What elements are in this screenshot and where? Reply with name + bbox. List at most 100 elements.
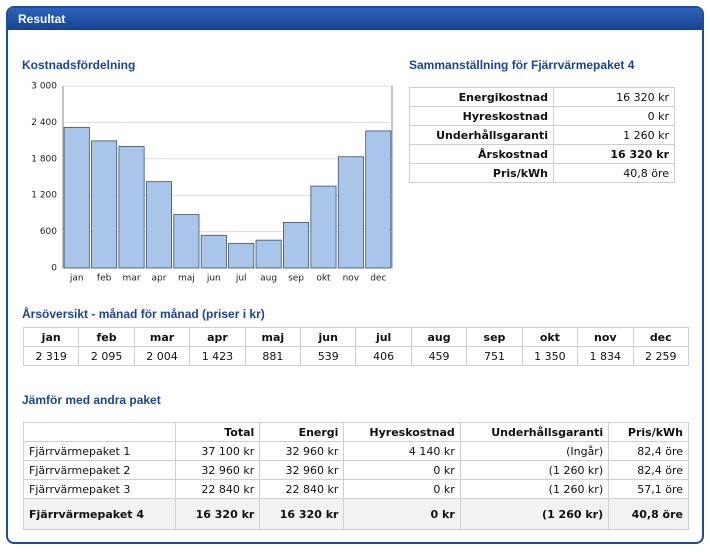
summary-row: Energikostnad 16 320 kr [409, 87, 675, 107]
compare-value: 82,4 öre [608, 441, 689, 461]
x-tick-label: apr [151, 274, 166, 284]
bar [145, 181, 172, 269]
summary-value: 1 260 kr [553, 125, 675, 145]
compare-header: Total [175, 422, 261, 442]
summary-row: Hyreskostnad 0 kr [409, 106, 675, 126]
month-header: mar [133, 327, 191, 347]
month-value: 1 350 [521, 346, 579, 366]
corner-cell [22, 422, 177, 442]
summary-row: Årskostnad 16 320 kr [409, 144, 675, 164]
month-value: 459 [410, 346, 468, 366]
compare-value: (Ingår) [459, 441, 610, 461]
compare-header-row: Total Energi Hyreskostnad Underhållsgaranti… [22, 422, 689, 442]
x-tick-label: aug [260, 274, 277, 284]
compare-value: 32 960 kr [259, 460, 345, 480]
bar [228, 242, 255, 269]
summary-value: 0 kr [553, 106, 675, 126]
bar [255, 239, 282, 269]
package-name: Fjärrvärmepaket 2 [22, 460, 177, 480]
x-tick-label: dec [370, 274, 386, 284]
y-tick-label: 0 [51, 264, 57, 274]
compare-header: Hyreskostnad [343, 422, 461, 442]
summary-row: Pris/kWh 40,8 öre [409, 163, 675, 183]
compare-value: 0 kr [343, 479, 461, 499]
month-value: 2 319 [22, 346, 80, 366]
month-header: dec [632, 327, 689, 347]
compare-value: 22 840 kr [175, 479, 261, 499]
summary-value: 16 320 kr [553, 144, 675, 164]
compare-value: 16 320 kr [259, 498, 345, 530]
x-tick-label: mar [123, 274, 141, 284]
month-header: okt [521, 327, 579, 347]
compare-header: Pris/kWh [608, 422, 689, 442]
compare-value: 32 960 kr [175, 460, 261, 480]
compare-value: 22 840 kr [259, 479, 345, 499]
panel-header: Resultat [8, 8, 702, 30]
month-value: 539 [300, 346, 357, 366]
y-tick-label: 600 [40, 227, 57, 237]
month-value: 1 423 [189, 346, 246, 366]
x-tick-label: jan [69, 274, 84, 284]
bar [310, 185, 337, 269]
compare-row: Fjärrvärmepaket 4 16 320 kr 16 320 kr 0 kr(… [22, 498, 689, 530]
monthly-title: Årsöversikt - månad för månad (priser i … [22, 307, 265, 321]
compare-value: 32 960 kr [259, 441, 345, 461]
package-name: Fjärrvärmepaket 3 [22, 479, 177, 499]
compare-value: 0 kr [343, 498, 461, 530]
compare-header: Energi [259, 422, 345, 442]
month-header: jun [300, 327, 357, 347]
month-header: feb [78, 327, 135, 347]
chart-title: Kostnadsfördelning [22, 58, 136, 72]
monthly-table: jan feb mar apr maj jun jul aug sep okt nov dec 2 31… [22, 327, 689, 366]
month-value: 2 004 [133, 346, 191, 366]
monthly-value-row: 2 319 2 095 2 004 1 423 881 539 406 459 751 1 350… [22, 346, 689, 366]
month-value: 2 095 [78, 346, 135, 366]
x-tick-label: jun [206, 274, 221, 284]
compare-row: Fjärrvärmepaket 2 32 960 kr 32 960 kr 0 kr(… [22, 460, 689, 480]
month-value: 1 834 [577, 346, 634, 366]
compare-header: Underhållsgaranti [459, 422, 610, 442]
plot-area [62, 85, 393, 269]
x-tick-label: okt [316, 274, 331, 284]
month-header: aug [410, 327, 468, 347]
bar [337, 156, 364, 269]
month-value: 881 [244, 346, 302, 366]
month-value: 751 [466, 346, 523, 366]
compare-value: 40,8 öre [608, 498, 689, 530]
compare-row: Fjärrvärmepaket 3 22 840 kr 22 840 kr 0 kr(… [22, 479, 689, 499]
bar [365, 130, 392, 269]
package-name: Fjärrvärmepaket 1 [22, 441, 177, 461]
bar [118, 146, 145, 269]
x-tick-label: sep [288, 274, 304, 284]
compare-value: 57,1 öre [608, 479, 689, 499]
compare-value: 16 320 kr [175, 498, 261, 530]
bar [63, 126, 90, 269]
summary-value: 40,8 öre [553, 163, 675, 183]
x-tick-label: jul [235, 274, 247, 284]
compare-value: (1 260 kr) [459, 460, 610, 480]
month-value: 2 259 [632, 346, 689, 366]
compare-value: 0 kr [343, 460, 461, 480]
package-name: Fjärrvärmepaket 4 [22, 498, 177, 530]
summary-label: Hyreskostnad [409, 106, 554, 126]
compare-row: Fjärrvärmepaket 1 37 100 kr 32 960 kr 4 140… [22, 441, 689, 461]
month-header: sep [466, 327, 523, 347]
month-value: 406 [355, 346, 412, 366]
summary-row: Underhållsgaranti 1 260 kr [409, 125, 675, 145]
summary-table: Energikostnad 16 320 kr Hyreskostnad 0 kr Un… [409, 87, 675, 183]
compare-value: (1 260 kr) [459, 498, 610, 530]
y-tick-label: 2 400 [31, 118, 57, 128]
y-tick-label: 1 200 [31, 191, 57, 201]
bar [173, 214, 200, 269]
month-header: maj [244, 327, 302, 347]
compare-value: 82,4 öre [608, 460, 689, 480]
x-tick-label: maj [178, 274, 195, 284]
month-header: jul [355, 327, 412, 347]
compare-value: 37 100 kr [175, 441, 261, 461]
compare-title: Jämför med andra paket [22, 393, 161, 407]
compare-value: 4 140 kr [343, 441, 461, 461]
x-tick-label: nov [343, 274, 360, 284]
summary-label: Energikostnad [409, 87, 554, 107]
